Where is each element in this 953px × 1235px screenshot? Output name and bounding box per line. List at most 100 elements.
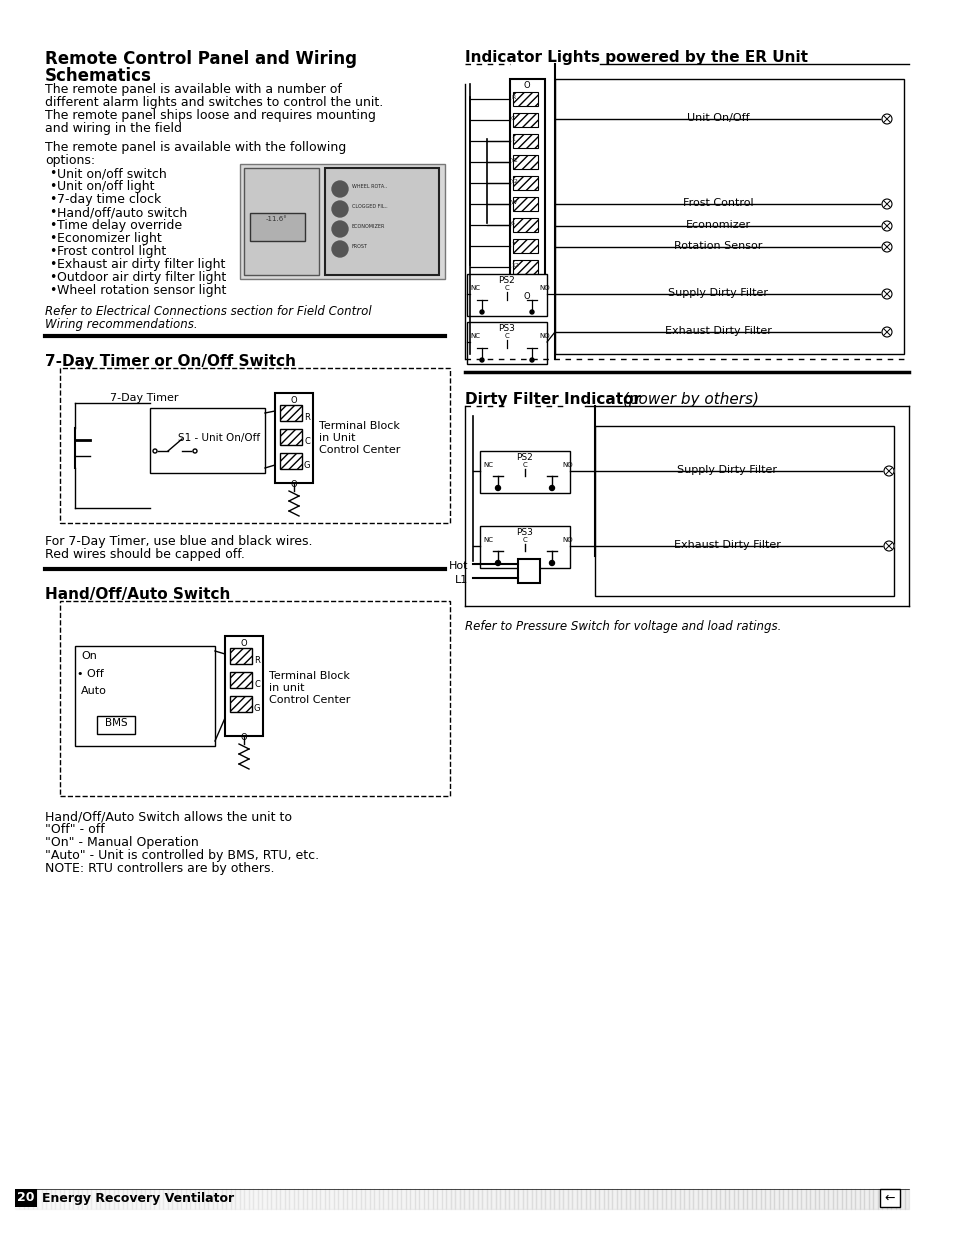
Circle shape [882,114,891,124]
Text: Supply Dirty Filter: Supply Dirty Filter [668,288,768,298]
Text: G: G [253,704,260,713]
Circle shape [883,466,893,475]
Circle shape [549,561,554,566]
Text: Indicator Lights powered by the ER Unit: Indicator Lights powered by the ER Unit [464,49,807,65]
Text: -11.6°: -11.6° [266,216,288,222]
Text: PS2: PS2 [517,453,533,462]
Bar [513,135,537,148]
Bar [325,168,438,275]
Text: in Unit: in Unit [318,433,355,443]
Text: "Off" - off: "Off" - off [45,823,105,836]
Text: NO: NO [538,333,549,338]
Circle shape [882,289,891,299]
Circle shape [530,358,534,362]
Text: 7: 7 [511,242,515,247]
Text: On: On [81,651,97,661]
Circle shape [479,310,483,314]
Bar [230,672,252,688]
Text: ←: ← [883,1192,894,1205]
Text: C: C [504,285,509,291]
Circle shape [883,541,893,551]
Text: Control Center: Control Center [318,445,400,454]
Circle shape [152,450,157,453]
Text: in unit: in unit [269,683,304,693]
Text: Y2: Y2 [511,179,518,184]
Text: O: O [291,396,297,405]
Text: •: • [49,180,56,193]
Text: The remote panel ships loose and requires mounting: The remote panel ships loose and require… [45,109,375,122]
Text: C: C [504,333,509,338]
Text: • Off: • Off [77,669,104,679]
Text: NO: NO [561,462,572,468]
Text: Refer to Electrical Connections section for Field Control: Refer to Electrical Connections section … [45,305,372,317]
Text: Wheel rotation sensor light: Wheel rotation sensor light [57,284,226,296]
Text: C: C [511,116,515,121]
Text: NO: NO [561,537,572,543]
Text: Frost Control: Frost Control [682,198,753,207]
Circle shape [332,201,348,217]
Bar [225,636,263,736]
Text: Supply Dirty Filter: Supply Dirty Filter [677,466,776,475]
Text: R: R [304,412,310,422]
Bar [513,112,537,127]
Text: Time delay override: Time delay override [57,219,182,232]
Text: Rotation Sensor: Rotation Sensor [674,241,761,251]
Bar [513,219,537,232]
Text: •: • [49,193,56,206]
Text: The remote panel is available with the following: The remote panel is available with the f… [45,141,346,154]
Bar [230,697,252,713]
Text: 7-Day Timer: 7-Day Timer [110,393,178,403]
Text: 1: 1 [511,137,515,142]
Bar [150,408,265,473]
Text: R: R [511,95,515,100]
Text: 20: 20 [17,1191,34,1204]
Bar [513,91,537,106]
Text: CLOGGED FIL..: CLOGGED FIL.. [352,204,387,209]
Text: Unit On/Off: Unit On/Off [686,112,749,124]
Text: different alarm lights and switches to control the unit.: different alarm lights and switches to c… [45,96,383,109]
Text: •: • [49,270,56,284]
Text: Red wires should be capped off.: Red wires should be capped off. [45,548,245,561]
Text: •: • [49,245,56,258]
Text: Remote Control Panel and Wiring: Remote Control Panel and Wiring [45,49,356,68]
Text: Refer to Pressure Switch for voltage and load ratings.: Refer to Pressure Switch for voltage and… [464,620,781,634]
Bar [517,559,539,583]
Bar [274,393,313,483]
Text: •: • [49,167,56,180]
Text: WHEEL ROTA..: WHEEL ROTA.. [352,184,387,189]
Circle shape [882,221,891,231]
Bar [280,429,302,445]
Circle shape [495,561,500,566]
Text: Terminal Block: Terminal Block [269,671,350,680]
Text: NC: NC [470,285,479,291]
Text: NC: NC [470,333,479,338]
Text: O: O [240,638,247,648]
Text: Y1: Y1 [511,158,518,163]
Text: Auto: Auto [81,685,107,697]
Text: options:: options: [45,154,95,167]
Text: C: C [253,680,260,689]
Text: Outdoor air dirty filter light: Outdoor air dirty filter light [57,270,226,284]
Text: Dirty Filter Indicator: Dirty Filter Indicator [464,391,640,408]
Text: C: C [304,437,310,446]
Text: •: • [49,232,56,245]
Bar [513,177,537,190]
Bar [230,648,252,664]
Circle shape [882,199,891,209]
Bar [244,168,318,275]
Text: and wiring in the field: and wiring in the field [45,122,182,135]
Text: O: O [291,480,297,489]
Text: L1: L1 [455,576,468,585]
Bar [467,274,546,316]
Text: •: • [49,219,56,232]
Circle shape [332,241,348,257]
Bar [280,453,302,469]
Bar [479,451,569,493]
Text: C: C [522,462,527,468]
Text: Schematics: Schematics [45,67,152,85]
Text: 12: 12 [511,263,518,268]
Bar [60,601,450,797]
Circle shape [193,450,196,453]
Text: S1 - Unit On/Off: S1 - Unit On/Off [178,433,260,443]
Text: "On" - Manual Operation: "On" - Manual Operation [45,836,198,848]
